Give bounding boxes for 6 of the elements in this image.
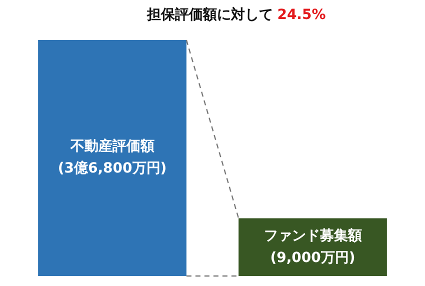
text: 24.5% <box>277 7 326 23</box>
data-label: (9,000万円) <box>270 250 356 266</box>
x-tick-label: ファンド募集額 <box>264 226 362 244</box>
data-label: (3億6,800万円) <box>58 160 167 177</box>
chart-title: 担保評価額に対して <box>147 7 274 23</box>
x-tick-label: 不動産評価額 <box>69 138 154 155</box>
